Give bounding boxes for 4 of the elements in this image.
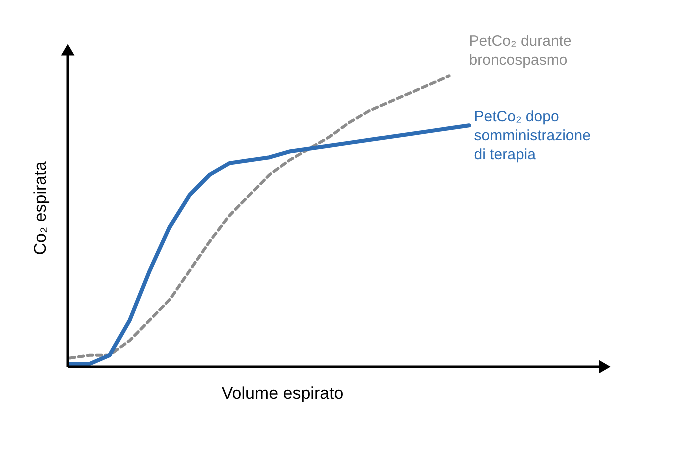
y-axis-title: Co₂ espirata <box>31 161 50 256</box>
series-label: PetCo₂ dopo somministrazione di terapia <box>474 108 591 164</box>
series-label: PetCo₂ durante broncospasmo <box>469 33 572 70</box>
x-axis-title: Volume espirato <box>222 384 344 403</box>
